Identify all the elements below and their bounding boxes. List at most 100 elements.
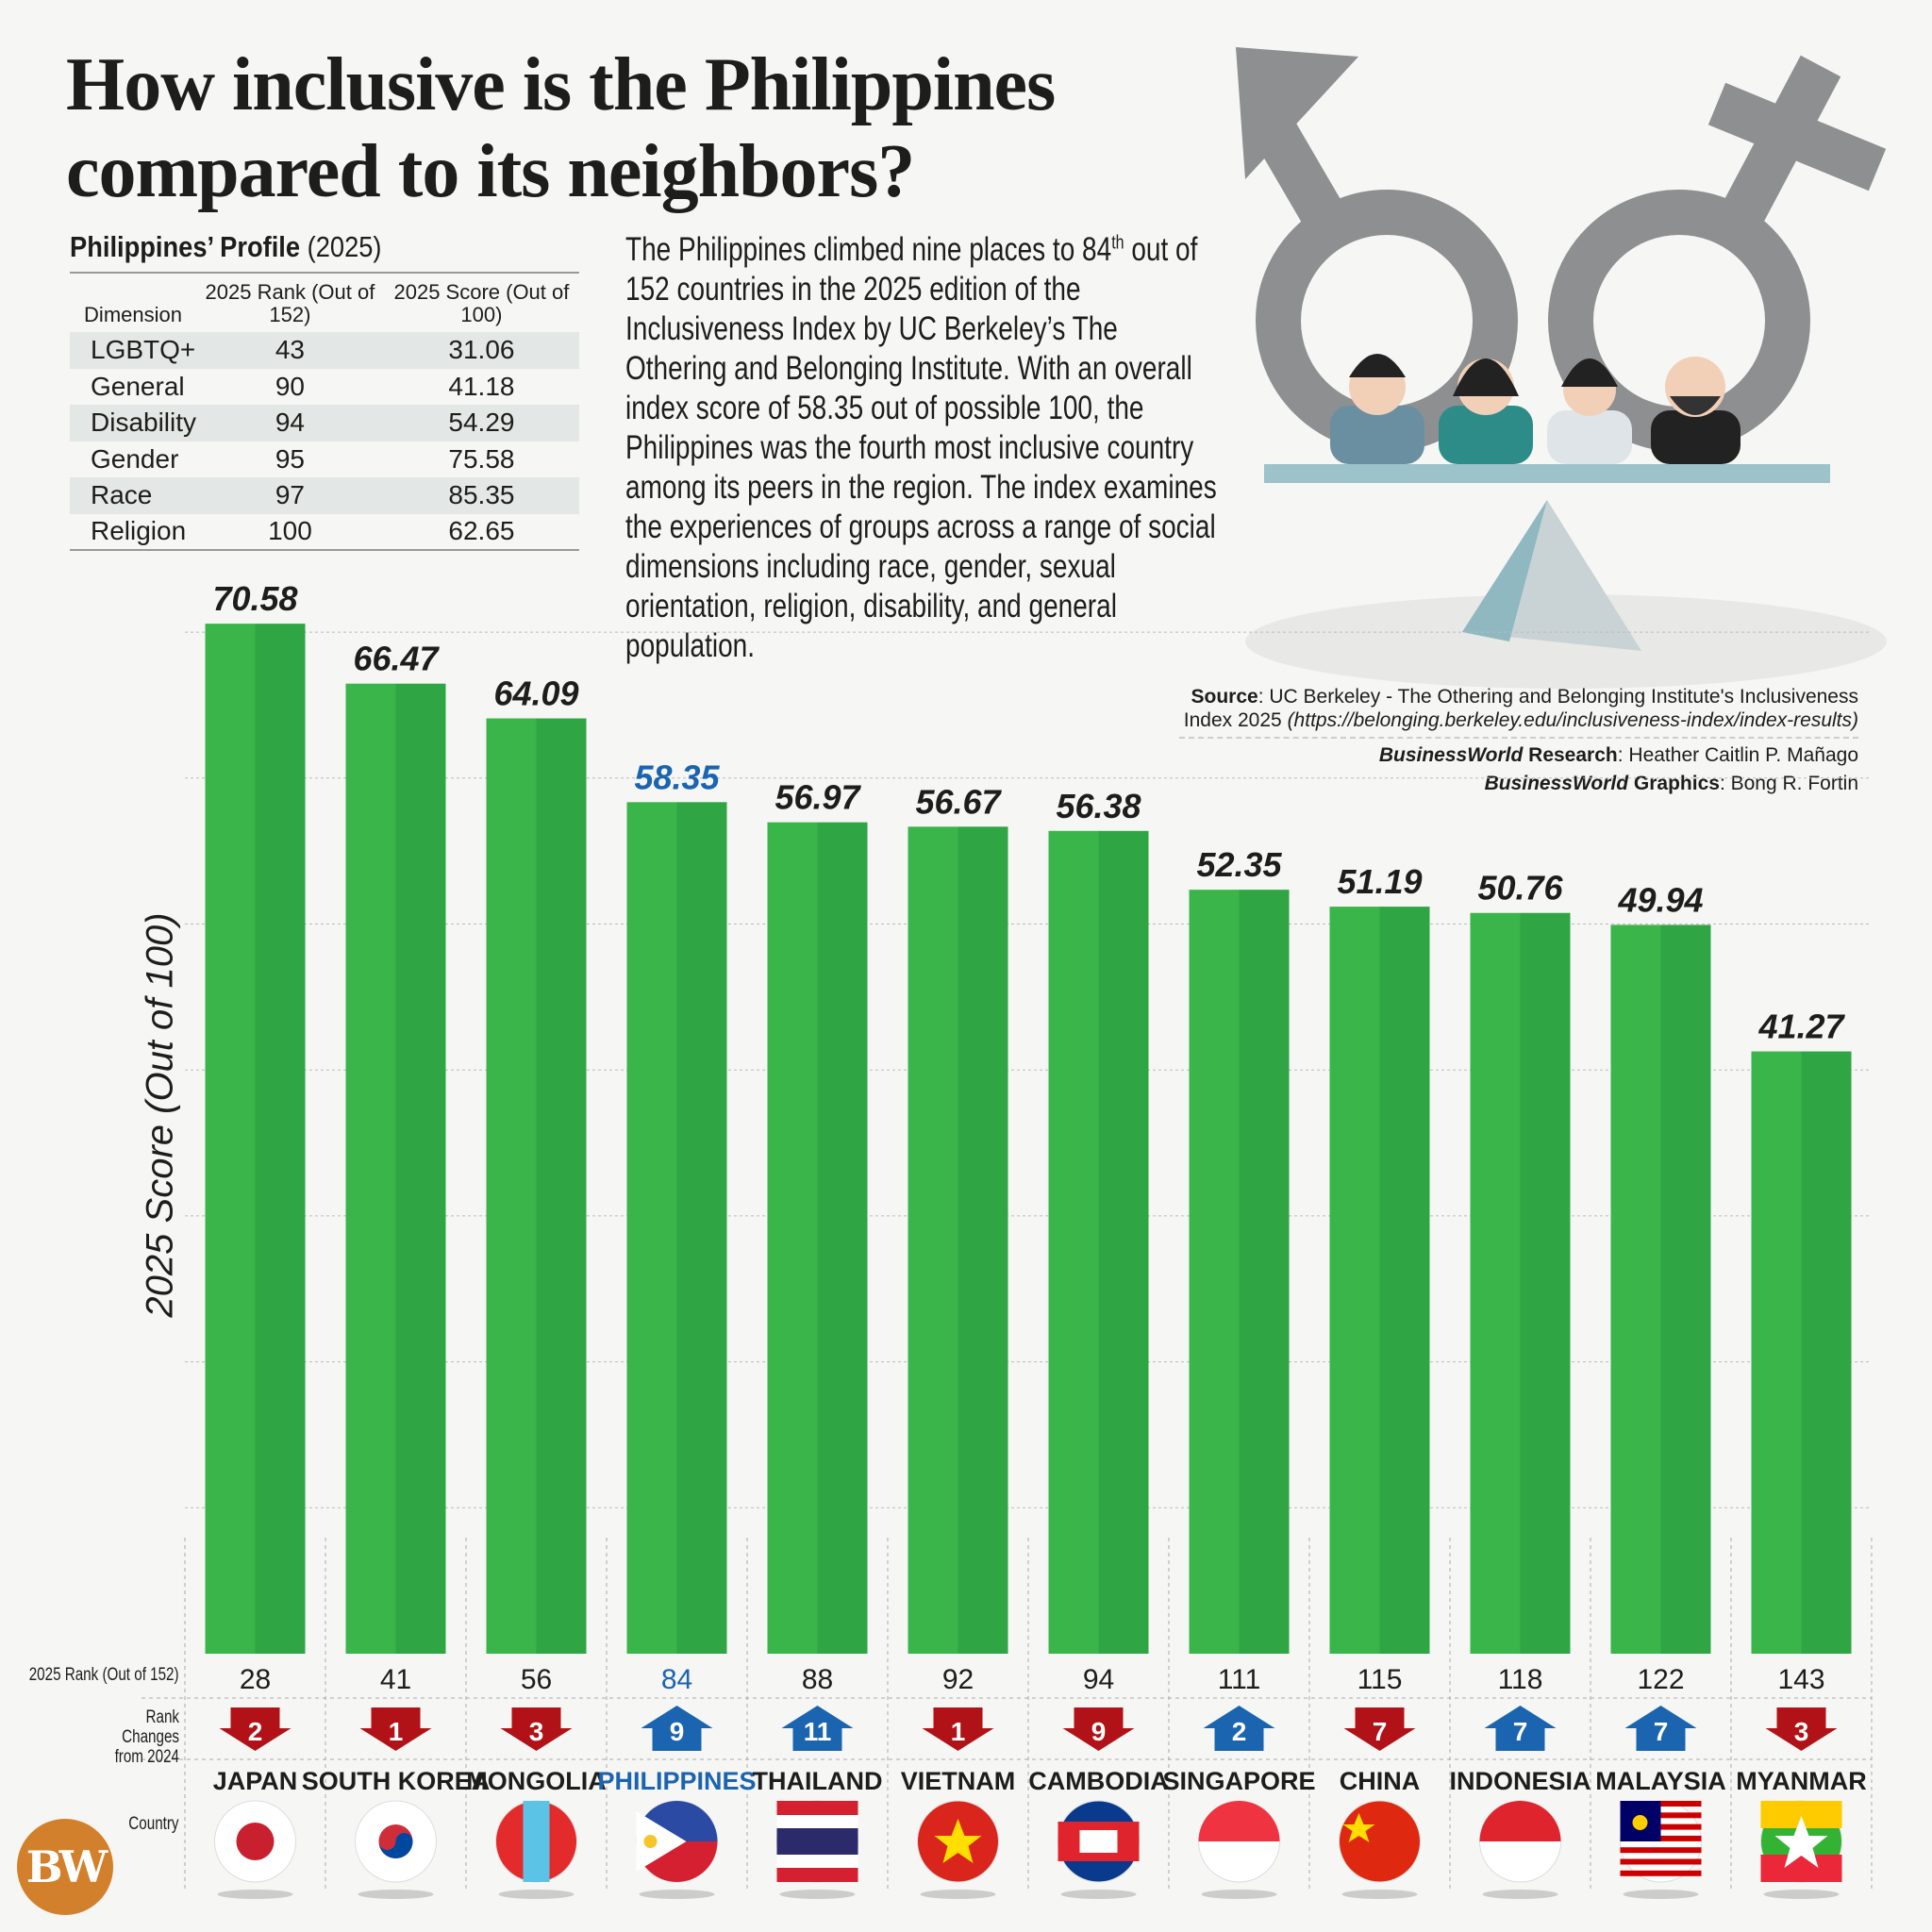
bar bbox=[486, 718, 537, 1654]
col-rank: 2025 Rank (Out of 152) bbox=[205, 280, 375, 326]
bar-shade bbox=[1239, 890, 1290, 1654]
flag-stripe bbox=[1620, 1870, 1702, 1876]
flag-shadow bbox=[1341, 1890, 1418, 1899]
flag-shadow bbox=[1763, 1890, 1840, 1899]
rank-row-label: 2025 Rank (Out of 152) bbox=[29, 1665, 179, 1685]
profile-row: Religion 100 62.65 bbox=[70, 514, 579, 551]
rank-cell: 94 bbox=[275, 408, 306, 438]
change-row-label: Rank Changes from 2024 bbox=[114, 1707, 179, 1767]
country-label: THAILAND bbox=[753, 1767, 883, 1795]
rank-change-label: 7 bbox=[1513, 1717, 1528, 1746]
sun-icon bbox=[643, 1835, 658, 1848]
value-label: 49.94 bbox=[1617, 880, 1703, 919]
flag-shadow bbox=[779, 1890, 856, 1899]
bar-shade bbox=[255, 624, 306, 1654]
dimension-cell: Race bbox=[91, 480, 153, 510]
arrow-down-icon bbox=[1062, 1707, 1135, 1751]
flag-detail bbox=[1479, 1801, 1561, 1841]
flag-stripe bbox=[1620, 1847, 1702, 1854]
value-label: 50.76 bbox=[1477, 869, 1563, 908]
rank-label: 118 bbox=[1498, 1664, 1543, 1695]
rank-label: 115 bbox=[1357, 1664, 1403, 1695]
profile-heading-year: (2025) bbox=[307, 230, 382, 263]
score-cell: 85.35 bbox=[448, 480, 515, 510]
source-label: Source bbox=[1191, 686, 1258, 708]
bar bbox=[345, 683, 396, 1654]
score-cell: 31.06 bbox=[448, 335, 515, 365]
flag-shadow bbox=[498, 1890, 575, 1899]
flag-detail bbox=[1198, 1801, 1280, 1841]
bar-shade bbox=[395, 683, 446, 1654]
star-icon bbox=[1342, 1813, 1375, 1842]
arrow-down-icon bbox=[219, 1707, 291, 1751]
bar-shade bbox=[817, 822, 868, 1654]
country-label: INDONESIA bbox=[1449, 1767, 1591, 1795]
bar bbox=[1329, 907, 1380, 1654]
profile-row: LGBTQ+ 43 31.06 bbox=[70, 332, 579, 369]
profile-row: Race 97 85.35 bbox=[70, 477, 579, 514]
score-cell: 62.65 bbox=[448, 516, 515, 546]
y-axis-label: 2025 Score (Out of 100) bbox=[139, 912, 181, 1318]
country-label: JAPAN bbox=[213, 1767, 298, 1795]
rank-change-label: 1 bbox=[389, 1717, 404, 1746]
score-cell: 41.18 bbox=[448, 371, 515, 401]
rank-change-label: 9 bbox=[1091, 1717, 1107, 1746]
bar-shade bbox=[1520, 912, 1571, 1654]
arrow-down-icon bbox=[1343, 1707, 1416, 1751]
profile-row: Gender 95 75.58 bbox=[70, 441, 579, 478]
arrow-down-icon bbox=[922, 1707, 994, 1751]
dimension-cell: Gender bbox=[91, 443, 179, 474]
page-title: How inclusive is the Philippines compare… bbox=[66, 43, 1056, 213]
bar bbox=[1470, 912, 1521, 1654]
businessworld-logo: BW bbox=[17, 1819, 113, 1915]
bar bbox=[1048, 830, 1099, 1654]
rank-change-label: 3 bbox=[1794, 1717, 1809, 1746]
bar-shade bbox=[1379, 907, 1430, 1654]
rank-label: 122 bbox=[1637, 1664, 1684, 1695]
bar-shade bbox=[676, 802, 727, 1654]
dimension-cell: General bbox=[91, 371, 185, 401]
flag-shadow bbox=[1623, 1890, 1699, 1899]
philippines-profile-table: Philippines’ Profile (2025) Dimension 20… bbox=[70, 230, 579, 551]
rank-label: 143 bbox=[1777, 1664, 1824, 1695]
rank-label: 94 bbox=[1083, 1664, 1114, 1695]
value-label: 52.35 bbox=[1196, 845, 1282, 884]
rank-change-label: 3 bbox=[529, 1717, 544, 1746]
rank-change-label: 2 bbox=[1232, 1717, 1247, 1746]
bar-shade bbox=[1098, 830, 1149, 1654]
country-label: CAMBODIA bbox=[1028, 1767, 1169, 1795]
rank-label: 56 bbox=[521, 1664, 552, 1695]
research-brand: BusinessWorld bbox=[1378, 744, 1524, 766]
country-label: MALAYSIA bbox=[1595, 1767, 1726, 1795]
rank-label: 84 bbox=[661, 1664, 692, 1695]
summary-paragraph: The Philippines climbed nine places to 8… bbox=[625, 230, 1222, 666]
rank-label: 88 bbox=[802, 1664, 833, 1695]
country-label: SINGAPORE bbox=[1162, 1767, 1315, 1795]
research-credit: BusinessWorld Research: Heather Caitlin … bbox=[1179, 743, 1858, 767]
flag-detail bbox=[776, 1868, 858, 1882]
value-label: 41.27 bbox=[1757, 1008, 1845, 1046]
country-row-label: Country bbox=[128, 1814, 179, 1834]
research-name: : Heather Caitlin P. Mañago bbox=[1617, 744, 1858, 766]
bar bbox=[767, 822, 818, 1654]
rank-cell: 90 bbox=[275, 371, 306, 401]
flag-icon-china bbox=[1339, 1800, 1421, 1883]
credits: Source: UC Berkeley - The Othering and B… bbox=[1179, 685, 1858, 800]
bar bbox=[1751, 1051, 1802, 1654]
rank-label: 28 bbox=[240, 1664, 271, 1695]
summary-text-cont: out of 152 countries in the 2025 edition… bbox=[625, 231, 1217, 664]
country-label: CHINA bbox=[1340, 1767, 1421, 1795]
country-label: MYANMAR bbox=[1736, 1767, 1867, 1795]
flag-detail bbox=[236, 1823, 275, 1860]
bar bbox=[205, 624, 256, 1654]
summary-text: The Philippines climbed nine places to 8… bbox=[625, 231, 1112, 268]
flag-shadow bbox=[1060, 1890, 1137, 1899]
gender-equality-illustration bbox=[1236, 47, 1887, 689]
profile-heading: Philippines’ Profile (2025) bbox=[70, 230, 518, 264]
star-icon bbox=[1774, 1816, 1828, 1868]
bar-shade bbox=[1801, 1051, 1852, 1654]
rank-label: 111 bbox=[1218, 1664, 1261, 1695]
arrow-up-icon bbox=[1484, 1706, 1557, 1751]
flag-shadow bbox=[1482, 1890, 1558, 1899]
